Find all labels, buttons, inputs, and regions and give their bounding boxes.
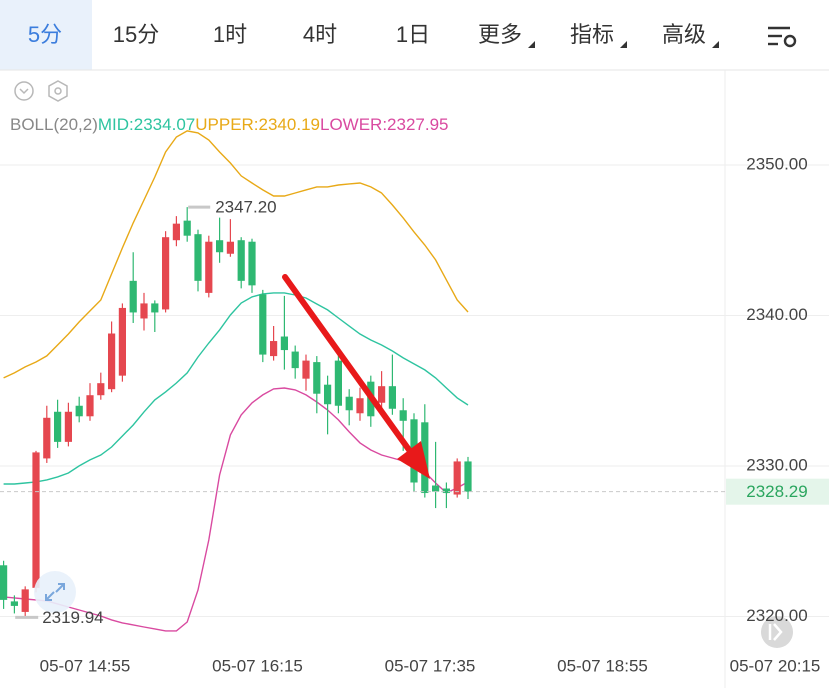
candle-body xyxy=(248,241,256,286)
tab[interactable]: 4时 xyxy=(303,22,337,47)
candle-body xyxy=(291,351,299,369)
expand-button[interactable] xyxy=(34,571,76,613)
candle-body xyxy=(21,589,29,612)
x-tick-label: 05-07 14:55 xyxy=(40,656,131,675)
candle-body xyxy=(216,240,224,253)
candle-body xyxy=(399,410,407,421)
candle-body xyxy=(464,461,472,492)
y-tick-label: 2350.00 xyxy=(746,154,807,173)
legend-entry: MID:2334.07 xyxy=(98,115,195,134)
candle-body xyxy=(54,411,62,442)
plot-area xyxy=(0,130,829,632)
candle-body xyxy=(324,384,332,405)
low-label: 2319.94 xyxy=(42,608,103,627)
candle-body xyxy=(172,223,180,241)
x-tick-label: 05-07 16:15 xyxy=(212,656,303,675)
candle-body xyxy=(432,485,440,492)
candle-body xyxy=(345,396,353,411)
tab[interactable]: 1日 xyxy=(396,22,430,47)
settings-icon[interactable] xyxy=(768,26,797,48)
candle-body xyxy=(259,294,267,355)
candle-body xyxy=(183,220,191,236)
tab[interactable]: 15分 xyxy=(113,22,159,47)
candle-body xyxy=(280,336,288,351)
tab[interactable]: 指标 xyxy=(570,22,614,47)
last-price-bg xyxy=(726,478,829,505)
high-label: 2347.20 xyxy=(215,198,276,217)
candle-body xyxy=(151,303,159,313)
reset-button[interactable] xyxy=(761,616,793,648)
candle-body xyxy=(313,362,321,394)
candle-body xyxy=(334,360,342,406)
candle-body xyxy=(302,360,310,379)
boll-line xyxy=(3,292,469,485)
candle-body xyxy=(270,341,278,357)
tab-bar xyxy=(0,0,829,70)
last-price-label: 2328.29 xyxy=(746,482,807,501)
candle-body xyxy=(453,461,461,495)
indicator-name: BOLL(20,2) xyxy=(10,115,98,134)
trend-arrow xyxy=(282,274,430,479)
y-tick-label: 2340.00 xyxy=(746,305,807,324)
tab[interactable]: 高级 xyxy=(662,22,706,47)
candle-body xyxy=(64,411,72,442)
tab[interactable]: 5分 xyxy=(28,22,62,47)
indicator-legend: BOLL(20,2)MID:2334.07UPPER:2340.19LOWER:… xyxy=(10,115,449,134)
y-tick-label: 2320.00 xyxy=(746,606,807,625)
y-tick-label: 2330.00 xyxy=(746,455,807,474)
legend-entry: LOWER:2327.95 xyxy=(320,115,449,134)
candle-body xyxy=(442,488,450,494)
active-tab-bg xyxy=(0,0,92,70)
candle-body xyxy=(108,333,116,390)
tab[interactable]: 1时 xyxy=(213,22,247,47)
candle-body xyxy=(194,234,202,281)
candle-body xyxy=(162,237,170,310)
x-tick-label: 05-07 20:15 xyxy=(730,656,821,675)
candle-body xyxy=(140,303,148,319)
candle-body xyxy=(356,398,364,414)
tab[interactable]: 更多 xyxy=(478,22,522,47)
boll-line xyxy=(3,387,469,632)
candle-body xyxy=(118,307,126,376)
x-tick-label: 05-07 18:55 xyxy=(557,656,648,675)
boll-line xyxy=(3,130,469,379)
candle-body xyxy=(226,241,234,254)
candle-body xyxy=(237,240,245,281)
legend-entry: UPPER:2340.19 xyxy=(195,115,320,134)
candle-body xyxy=(86,395,94,417)
chart-tools[interactable] xyxy=(14,80,68,102)
candle-body xyxy=(97,383,105,396)
candle-body xyxy=(32,452,40,588)
candle-body xyxy=(205,241,213,293)
candle-body xyxy=(378,386,386,403)
candle-body xyxy=(388,386,396,409)
candle-body xyxy=(75,405,83,417)
candle-body xyxy=(0,565,8,600)
tab-arrows xyxy=(528,41,719,48)
x-tick-label: 05-07 17:35 xyxy=(385,656,476,675)
candle-body xyxy=(43,417,51,459)
candle-body xyxy=(129,280,137,313)
candle-body xyxy=(10,601,18,606)
